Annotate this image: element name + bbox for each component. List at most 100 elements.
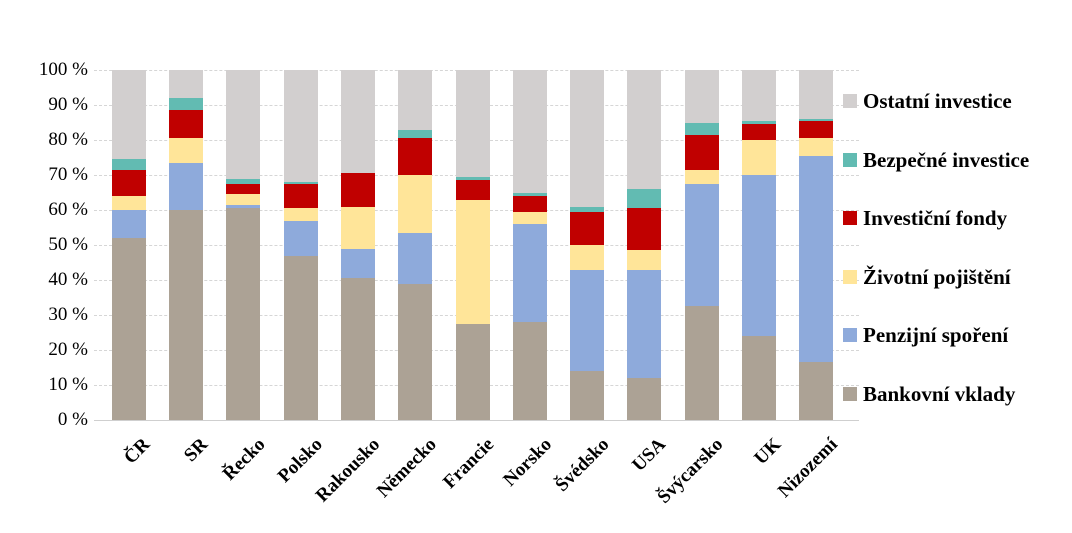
bar-segment: [226, 183, 261, 195]
legend-swatch: [843, 328, 857, 343]
bar-segment: [340, 173, 375, 207]
x-axis-label: ČR: [120, 434, 155, 469]
legend-swatch: [843, 94, 857, 108]
y-axis-label: 0 %: [57, 409, 88, 430]
legend-label: Bezpečné investice: [863, 147, 1030, 172]
bar-segment: [627, 189, 662, 209]
bar-segment: [512, 223, 547, 322]
bar-segment: [226, 208, 261, 420]
bar-segment: [627, 268, 662, 378]
plot-area: [94, 70, 859, 421]
bar-segment: [627, 70, 662, 189]
legend-item: Bezpečné investice: [843, 147, 1029, 173]
x-axis-label: Norsko: [499, 434, 556, 491]
bar-segment: [684, 182, 719, 307]
y-axis-label: 70 %: [48, 164, 88, 185]
bar-segment: [398, 129, 433, 139]
bar-segment: [398, 70, 433, 130]
x-axis-label: USA: [628, 434, 671, 476]
y-axis-label: 100 %: [38, 59, 88, 80]
bar-segment: [398, 283, 433, 420]
bar-segment: [283, 70, 318, 182]
y-axis-label: 20 %: [48, 339, 88, 360]
bar-Německo: [398, 70, 433, 420]
bar-segment: [799, 362, 834, 420]
bar-segment: [283, 182, 318, 184]
legend-swatch: [843, 152, 857, 167]
y-axis-label: 10 %: [48, 374, 88, 395]
legend-swatch: [843, 269, 857, 284]
bar-segment: [398, 138, 433, 175]
bar-segment: [742, 336, 777, 420]
legend-item: Penzijní spoření: [843, 322, 1008, 348]
bar-segment: [684, 70, 719, 123]
bar-segment: [340, 278, 375, 420]
bar-segment: [283, 255, 318, 420]
bar-Řecko: [226, 70, 261, 420]
bar-segment: [799, 70, 834, 119]
bar-segment: [340, 247, 375, 279]
y-axis-label: 90 %: [48, 94, 88, 115]
bar-Francie: [455, 70, 490, 420]
legend-label: Ostatní investice: [863, 89, 1012, 113]
bar-segment: [742, 70, 777, 121]
gridline: [94, 420, 859, 421]
bar-SR: [168, 70, 203, 420]
legend-swatch: [843, 211, 857, 226]
bar-segment: [570, 206, 605, 212]
bar-segment: [111, 159, 146, 170]
bar-USA: [627, 70, 662, 420]
bar-segment: [111, 196, 146, 210]
legend-swatch: [843, 387, 857, 401]
bar-segment: [627, 378, 662, 420]
legend-label: Penzijní spoření: [863, 323, 1009, 348]
y-axis-label: 40 %: [48, 269, 88, 290]
bar-segment: [799, 120, 834, 139]
legend-label: Bankovní vklady: [863, 382, 1016, 406]
y-axis-label: 80 %: [48, 129, 88, 150]
bar-segment: [742, 124, 777, 140]
bar-segment: [455, 176, 490, 181]
legend-label: Životní pojištění: [863, 264, 1011, 289]
bar-segment: [168, 110, 203, 139]
bar-segment: [570, 371, 605, 420]
y-axis-label: 50 %: [48, 234, 88, 255]
x-axis-label: SR: [179, 434, 212, 467]
legend-item: Bankovní vklady: [843, 381, 1015, 407]
bar-segment: [742, 120, 777, 125]
bar-segment: [340, 70, 375, 174]
bar-segment: [455, 180, 490, 200]
bar-segment: [512, 70, 547, 193]
bar-segment: [684, 169, 719, 184]
bar-segment: [340, 206, 375, 249]
bar-segment: [799, 138, 834, 156]
bar-segment: [168, 210, 203, 420]
bar-segment: [226, 194, 261, 205]
bar-segment: [168, 138, 203, 163]
bar-segment: [799, 154, 834, 363]
x-axis-label: Řecko: [218, 434, 270, 485]
legend-label: Investiční fondy: [863, 206, 1008, 231]
bar-Nizozemí: [799, 70, 834, 420]
bar-Rakousko: [340, 70, 375, 420]
bar-segment: [455, 323, 490, 420]
bar-Švýcarsko: [684, 70, 719, 420]
bar-segment: [627, 208, 662, 251]
bar-segment: [742, 140, 777, 175]
bar-segment: [570, 211, 605, 245]
bar-segment: [570, 70, 605, 207]
x-axis-label: Francie: [439, 434, 499, 493]
bar-ČR: [111, 70, 146, 420]
bar-segment: [111, 238, 146, 420]
bar-segment: [512, 211, 547, 224]
legend-item: Životní pojištění: [843, 264, 1011, 290]
bar-segment: [168, 161, 203, 210]
bar-segment: [455, 199, 490, 324]
y-axis-label: 30 %: [48, 304, 88, 325]
bar-segment: [226, 70, 261, 179]
bar-segment: [799, 119, 834, 121]
bar-segment: [168, 98, 203, 111]
bar-segment: [111, 169, 146, 196]
bar-segment: [111, 209, 146, 238]
